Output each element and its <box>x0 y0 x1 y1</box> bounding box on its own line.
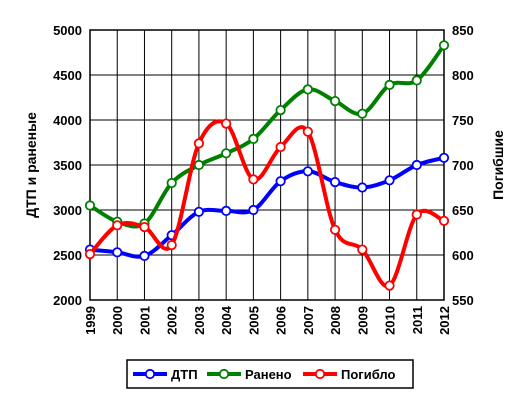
left-axis-title: ДТП и раненые <box>23 112 39 218</box>
data-point <box>84 200 96 211</box>
left-axis-ticks: 2000 2500 3000 3500 4000 4500 5000 <box>53 23 82 308</box>
data-point <box>357 108 368 119</box>
x-tick-label: 2010 <box>383 306 398 335</box>
data-point <box>438 215 450 226</box>
right-tick-label: 750 <box>452 113 474 128</box>
data-point <box>139 250 150 261</box>
x-tick-label: 2002 <box>165 306 180 335</box>
data-point <box>438 152 450 163</box>
x-tick-label: 2003 <box>192 306 207 335</box>
data-point <box>139 222 150 233</box>
legend-marker <box>218 368 230 380</box>
data-point <box>384 175 395 186</box>
left-tick-label: 5000 <box>53 23 82 38</box>
data-point <box>329 224 341 235</box>
left-tick-label: 2500 <box>53 248 82 263</box>
x-tick-label: 2011 <box>410 306 425 334</box>
data-point <box>302 84 313 95</box>
right-tick-label: 650 <box>452 203 474 218</box>
x-tick-label: 2007 <box>301 306 316 335</box>
data-point <box>193 138 205 149</box>
legend-label: Ранено <box>245 367 292 382</box>
left-tick-label: 3000 <box>53 203 82 218</box>
data-point <box>329 96 341 107</box>
data-point <box>166 177 177 189</box>
data-point <box>275 141 286 153</box>
legend: ДТП Ранено Погибло <box>126 359 414 389</box>
x-tick-label: 2001 <box>137 306 152 335</box>
x-tick-label: 2008 <box>328 306 343 335</box>
data-point <box>166 240 177 251</box>
data-point <box>221 205 232 216</box>
x-tick-label: 2006 <box>274 306 289 335</box>
x-axis-ticks: 1999 2000 2001 2002 2003 2004 2005 2006 2007 2008… <box>83 305 452 335</box>
right-tick-label: 850 <box>452 23 474 38</box>
right-tick-label: 800 <box>452 68 474 83</box>
right-tick-label: 700 <box>452 158 474 173</box>
right-axis-title: Погибшие <box>490 130 506 200</box>
data-point <box>193 159 205 171</box>
data-point <box>302 166 313 177</box>
data-point <box>112 247 123 258</box>
data-point <box>248 174 259 185</box>
data-point <box>221 148 232 159</box>
data-point <box>248 204 259 216</box>
left-tick-label: 4000 <box>53 113 82 128</box>
x-tick-label: 2009 <box>355 306 370 335</box>
left-tick-label: 3500 <box>53 158 82 173</box>
data-point <box>275 105 286 116</box>
left-tick-label: 4500 <box>53 68 82 83</box>
data-point <box>193 206 205 217</box>
legend-marker <box>144 368 156 380</box>
data-point <box>357 244 368 255</box>
right-tick-label: 550 <box>452 293 474 308</box>
data-point <box>112 220 123 231</box>
x-tick-label: 2005 <box>246 306 261 335</box>
data-point <box>275 176 286 187</box>
data-point <box>84 249 96 260</box>
legend-label: Погибло <box>341 367 395 382</box>
x-tick-label: 2000 <box>110 306 125 335</box>
right-tick-label: 600 <box>452 248 474 263</box>
data-point <box>357 182 368 193</box>
data-point <box>384 280 395 291</box>
x-tick-label: 2004 <box>219 305 234 335</box>
data-point <box>411 159 422 171</box>
right-axis-ticks: 550 600 650 700 750 800 850 <box>452 23 474 308</box>
data-point <box>302 126 313 137</box>
legend-box <box>126 359 414 389</box>
legend-marker <box>314 368 326 380</box>
data-point <box>221 118 232 129</box>
data-point <box>248 133 259 144</box>
x-tick-label: 2012 <box>437 306 452 335</box>
data-point <box>411 209 422 220</box>
data-point <box>384 79 395 91</box>
data-point <box>329 177 341 188</box>
legend-label: ДТП <box>171 367 198 382</box>
plot-frame <box>89 29 445 301</box>
data-point <box>438 40 450 51</box>
x-tick-label: 1999 <box>83 306 98 335</box>
left-tick-label: 2000 <box>53 293 82 308</box>
data-point <box>411 75 422 86</box>
series-layer <box>84 40 450 291</box>
